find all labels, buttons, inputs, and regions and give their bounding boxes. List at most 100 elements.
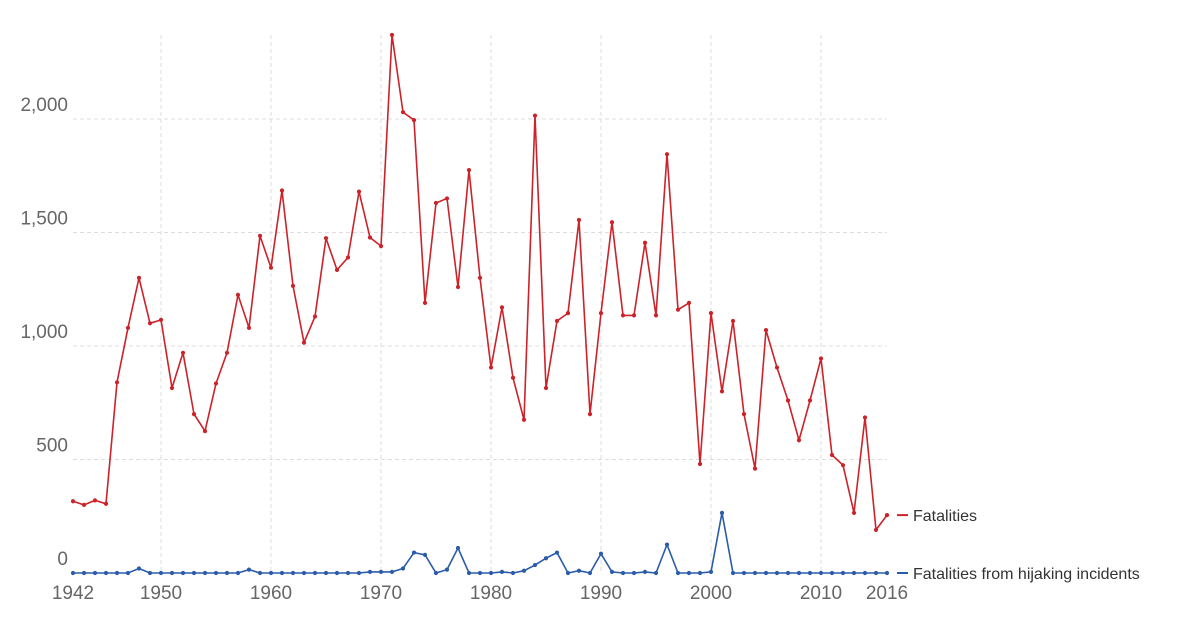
data-point xyxy=(884,570,890,576)
data-point xyxy=(807,398,813,403)
data-point xyxy=(202,429,208,434)
data-point xyxy=(367,235,373,240)
data-point xyxy=(785,398,791,403)
data-point xyxy=(521,568,527,573)
data-point xyxy=(565,570,571,576)
data-point xyxy=(851,510,857,515)
data-point xyxy=(796,438,802,443)
data-point xyxy=(213,381,219,386)
data-point xyxy=(466,167,472,173)
data-point xyxy=(752,570,758,576)
data-point xyxy=(862,570,868,576)
data-point xyxy=(444,196,450,201)
data-point xyxy=(103,501,109,506)
data-point xyxy=(356,570,362,576)
data-point xyxy=(158,570,164,576)
data-point xyxy=(279,188,285,193)
data-point xyxy=(719,510,725,515)
data-point xyxy=(499,569,505,574)
data-point xyxy=(653,570,659,576)
x-tick-label: 2000 xyxy=(690,583,732,604)
data-point xyxy=(114,570,120,576)
data-point xyxy=(851,570,857,576)
data-point xyxy=(125,570,131,576)
data-point xyxy=(609,569,615,574)
data-point xyxy=(532,113,538,118)
data-point xyxy=(92,498,98,503)
data-point xyxy=(730,318,736,324)
data-point xyxy=(70,499,76,504)
data-point xyxy=(323,236,329,241)
data-point xyxy=(301,340,307,345)
x-tick-label: 1960 xyxy=(250,583,292,604)
data-point xyxy=(796,570,802,576)
data-point xyxy=(378,569,384,574)
data-point xyxy=(763,570,769,576)
legend-label: Fatalities from hijaking incidents xyxy=(913,566,1140,583)
data-point xyxy=(543,556,549,561)
data-point xyxy=(323,570,329,576)
x-tick-label: 2010 xyxy=(800,583,842,604)
data-point xyxy=(708,310,714,316)
data-point xyxy=(147,570,153,576)
data-point xyxy=(785,570,791,576)
data-point xyxy=(609,220,615,225)
data-point xyxy=(103,570,109,576)
data-point xyxy=(169,570,175,576)
data-point xyxy=(499,305,505,310)
data-point xyxy=(70,570,76,576)
y-tick-label: 1,000 xyxy=(20,322,68,343)
data-point xyxy=(741,411,747,417)
x-tick-label: 1950 xyxy=(140,583,182,604)
data-point xyxy=(180,350,186,355)
data-point xyxy=(433,200,439,206)
series-line xyxy=(72,34,888,533)
data-point xyxy=(224,570,230,576)
data-point xyxy=(400,110,406,115)
data-point xyxy=(257,570,263,576)
data-point xyxy=(158,317,164,322)
data-point xyxy=(554,550,560,555)
data-point xyxy=(345,255,351,260)
data-point xyxy=(587,411,593,417)
data-point xyxy=(598,551,604,556)
data-point xyxy=(829,452,835,458)
data-point xyxy=(840,463,846,468)
data-point xyxy=(290,283,296,288)
data-point xyxy=(818,570,824,576)
y-axis-ticks: 0 500 1,000 1,500 2,000 xyxy=(20,95,68,570)
data-point xyxy=(312,570,318,576)
data-point xyxy=(741,570,747,576)
data-point xyxy=(664,542,670,547)
data-point xyxy=(532,562,538,568)
data-point xyxy=(433,570,439,576)
data-point xyxy=(81,502,87,507)
data-point xyxy=(675,307,681,312)
data-point xyxy=(136,275,142,280)
data-point xyxy=(752,466,758,471)
x-axis-ticks: 1942 1950 1960 1970 1980 1990 2000 2010 2016 xyxy=(52,583,908,604)
data-point xyxy=(257,233,263,238)
data-point xyxy=(664,152,670,157)
data-point xyxy=(642,240,648,245)
data-point xyxy=(334,267,340,273)
data-point xyxy=(312,314,318,319)
data-point xyxy=(510,570,516,576)
data-point xyxy=(686,570,692,576)
data-point xyxy=(125,325,131,330)
data-point xyxy=(774,365,780,370)
data-point xyxy=(510,375,516,380)
data-point xyxy=(521,417,527,422)
data-point xyxy=(378,244,384,249)
data-point xyxy=(884,513,890,518)
data-point xyxy=(411,550,417,555)
data-point xyxy=(246,567,252,572)
data-point xyxy=(455,545,461,551)
data-point xyxy=(477,275,483,280)
data-point xyxy=(620,570,626,576)
series-1 xyxy=(70,510,890,576)
data-point xyxy=(862,415,868,420)
data-point xyxy=(631,313,637,318)
data-point xyxy=(576,217,582,223)
data-point xyxy=(708,569,714,574)
